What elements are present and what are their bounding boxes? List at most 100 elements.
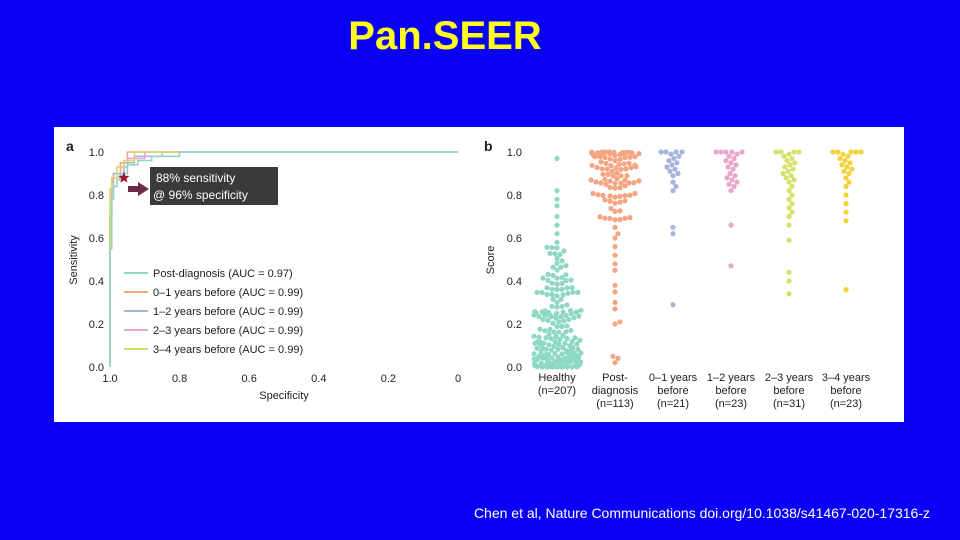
legend-entry-label: 3–4 years before (AUC = 0.99) [153, 344, 303, 356]
score-dot [612, 267, 618, 273]
score-dot [544, 285, 550, 291]
score-dot [673, 183, 679, 189]
score-group-label: (n=113) [596, 398, 633, 410]
score-dot [560, 309, 566, 315]
score-dot [830, 149, 836, 155]
score-dot [554, 188, 560, 194]
score-dot [546, 342, 552, 348]
score-dot [731, 183, 737, 189]
score-dot [786, 278, 792, 284]
score-dot [559, 323, 565, 330]
score-dot [789, 209, 795, 215]
score-dot [599, 166, 605, 172]
score-dot [556, 319, 562, 325]
score-dot [790, 166, 796, 172]
score-y-tick-label: 0.4 [507, 276, 522, 288]
score-dot [791, 177, 797, 183]
score-dot [788, 173, 794, 179]
annotation-line-1: 88% sensitivity [156, 171, 235, 185]
figure-panel: a 0.0 0.2 0.4 0.6 0.8 1.0 1.0 0.8 0.6 0.4 0.2 0 Pos… [54, 127, 904, 422]
score-dot [550, 296, 556, 302]
score-dot [578, 307, 584, 313]
score-dot [607, 215, 613, 222]
score-dot [568, 327, 574, 333]
score-dot [575, 289, 581, 295]
panel-b-label: b [484, 138, 493, 154]
score-dot [564, 348, 570, 354]
score-group-label: (n=31) [773, 398, 805, 410]
score-dot [626, 160, 632, 166]
score-dot [554, 155, 560, 162]
score-group-label: 0–1 years [649, 372, 698, 384]
score-group-label: diagnosis [592, 385, 639, 397]
score-dot [619, 149, 626, 156]
score-dot [725, 164, 731, 170]
score-dot [670, 302, 676, 308]
roc-y-tick-label: 0.4 [89, 276, 104, 288]
score-dot [576, 313, 582, 319]
score-dot [781, 153, 787, 159]
score-dot [554, 260, 560, 266]
score-y-tick-label: 0.2 [507, 319, 522, 331]
score-dot [846, 179, 852, 185]
score-dot [615, 231, 621, 237]
score-dot [607, 156, 613, 162]
score-dot [567, 308, 574, 314]
score-dot [549, 245, 555, 251]
score-dot [542, 328, 548, 334]
annotation-box [150, 167, 278, 205]
score-dot [679, 149, 685, 155]
score-dot [554, 304, 560, 310]
score-dot [612, 185, 618, 191]
score-dot [666, 158, 672, 164]
score-dot [617, 217, 623, 223]
score-dot [557, 336, 563, 343]
score-dot [564, 302, 570, 308]
score-dot [559, 258, 565, 264]
citation: Chen et al, Nature Communications doi.or… [473, 505, 930, 521]
annotation-line-2: @ 96% specificity [153, 188, 248, 202]
score-dot [728, 160, 734, 166]
score-dot [618, 173, 624, 179]
score-dot [612, 180, 618, 186]
score-dot [548, 347, 554, 353]
score-dot [561, 318, 567, 324]
score-dot [843, 287, 849, 293]
score-dot [668, 151, 674, 157]
score-dot [544, 244, 550, 250]
score-dot [575, 346, 581, 352]
score-dot [534, 289, 540, 295]
score-dot [536, 353, 542, 359]
score-dot [622, 198, 628, 204]
score-dot [558, 264, 564, 270]
score-dot [658, 149, 664, 155]
score-y-axis-label: Score [485, 246, 497, 275]
panel-a-label: a [66, 138, 74, 154]
score-dot [675, 170, 681, 177]
score-dot [848, 149, 854, 155]
score-dot [550, 320, 556, 326]
score-dot [546, 331, 552, 337]
score-dot [537, 326, 543, 332]
score-dot [612, 208, 618, 214]
score-dot [617, 193, 623, 199]
legend-entry-label: 0–1 years before (AUC = 0.99) [153, 287, 303, 299]
score-dot [612, 158, 618, 164]
score-dot [786, 205, 792, 211]
score-dot [598, 180, 604, 186]
score-dot [842, 158, 848, 164]
score-dot [624, 173, 630, 179]
score-dot [545, 317, 551, 324]
score-dot [615, 355, 621, 361]
score-group-labels: Healthy(n=207) Post-diagnosis(n=113) 0–1 y… [538, 372, 871, 410]
score-dot [547, 250, 553, 256]
score-dot [739, 149, 745, 155]
score-dot [622, 193, 628, 199]
score-group-label: (n=23) [830, 398, 862, 410]
score-dot [727, 170, 733, 177]
score-dot [670, 188, 676, 194]
roc-y-tick-label: 0.0 [89, 362, 104, 374]
score-dot [613, 165, 619, 171]
roc-axes: 0.0 0.2 0.4 0.6 0.8 1.0 1.0 0.8 0.6 0.4 0.2 0 [89, 147, 461, 385]
roc-annotation: 88% sensitivity @ 96% specificity [128, 167, 278, 205]
